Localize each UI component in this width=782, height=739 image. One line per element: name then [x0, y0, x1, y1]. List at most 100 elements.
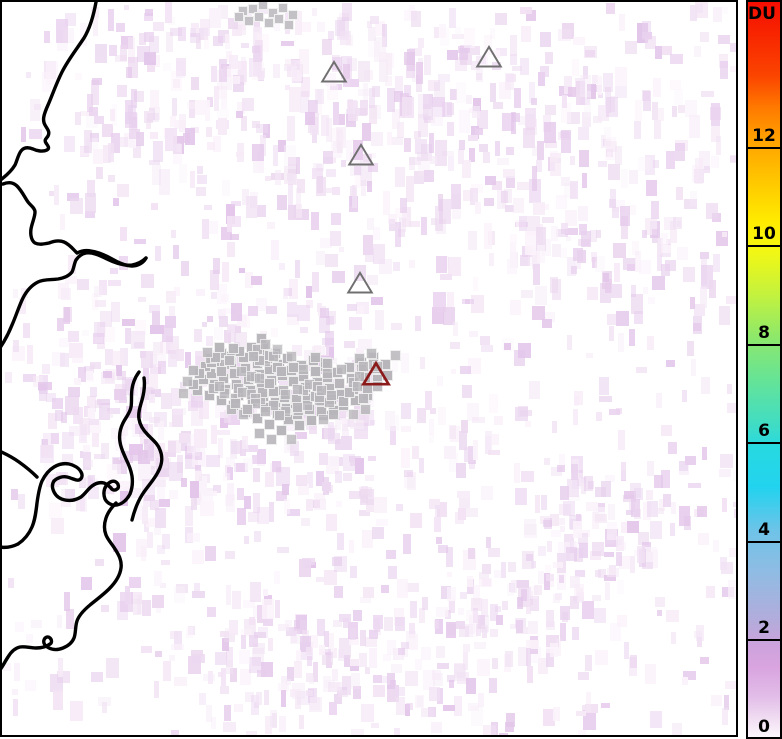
so2-noise-pixel — [341, 435, 353, 450]
so2-noise-pixel — [53, 690, 63, 711]
so2-noise-pixel — [111, 301, 120, 322]
so2-noise-pixel — [273, 63, 281, 78]
so2-noise-pixel — [409, 622, 416, 638]
so2-noise-pixel — [334, 20, 345, 37]
so2-noise-pixel — [362, 235, 373, 256]
so2-noise-pixel — [319, 316, 330, 334]
so2-plume-cell — [254, 373, 265, 384]
so2-noise-pixel — [162, 660, 171, 681]
so2-noise-pixel — [724, 681, 736, 690]
so2-noise-pixel — [656, 392, 663, 408]
so2-noise-pixel — [144, 424, 153, 437]
so2-noise-pixel — [463, 446, 474, 462]
coastline-path — [50, 479, 113, 503]
colorbar-tick-6 — [748, 442, 780, 444]
so2-noise-pixel — [65, 13, 77, 27]
so2-noise-pixel — [446, 292, 454, 307]
so2-noise-pixel — [368, 630, 378, 639]
so2-noise-pixel — [234, 325, 241, 333]
so2-noise-pixel — [289, 441, 299, 457]
volcano-marker-2[interactable] — [475, 43, 503, 71]
so2-noise-pixel — [487, 547, 500, 557]
so2-noise-pixel — [580, 74, 592, 97]
volcano-marker-1[interactable] — [320, 58, 348, 86]
so2-noise-pixel — [395, 75, 403, 93]
so2-noise-pixel — [449, 424, 457, 439]
so2-noise-pixel — [191, 493, 197, 510]
so2-noise-pixel — [187, 655, 201, 674]
so2-noise-pixel — [430, 218, 437, 226]
so2-noise-pixel — [286, 314, 299, 326]
so2-noise-pixel — [416, 61, 424, 84]
so2-noise-pixel — [208, 221, 219, 234]
so2-noise-pixel — [240, 42, 249, 48]
so2-noise-pixel — [225, 495, 234, 507]
so2-noise-pixel — [207, 670, 213, 684]
so2-noise-pixel — [34, 103, 41, 110]
so2-noise-pixel — [339, 113, 346, 125]
so2-noise-pixel — [232, 591, 242, 610]
volcano-marker-4[interactable] — [346, 269, 374, 297]
so2-noise-pixel — [140, 351, 153, 369]
so2-noise-pixel — [167, 350, 177, 368]
so2-noise-pixel — [105, 657, 119, 678]
so2-noise-pixel — [541, 239, 551, 257]
so2-noise-pixel — [266, 305, 277, 314]
so2-noise-pixel — [94, 454, 106, 460]
so2-noise-pixel — [323, 425, 337, 440]
so2-noise-pixel — [447, 256, 461, 276]
so2-noise-pixel — [211, 716, 217, 729]
so2-noise-pixel — [205, 100, 211, 122]
so2-noise-pixel — [454, 664, 467, 682]
so2-noise-pixel — [56, 18, 69, 43]
so2-noise-pixel — [358, 338, 372, 350]
so2-noise-pixel — [684, 198, 697, 209]
so2-noise-pixel — [294, 450, 305, 463]
so2-noise-pixel — [631, 241, 639, 256]
so2-noise-pixel — [159, 582, 166, 588]
so2-noise-pixel — [316, 471, 324, 487]
so2-noise-pixel — [230, 215, 242, 227]
so2-noise-pixel — [650, 520, 663, 539]
so2-noise-pixel — [383, 617, 393, 632]
so2-noise-pixel — [370, 105, 381, 120]
so2-noise-pixel — [124, 586, 130, 604]
so2-noise-pixel — [559, 486, 569, 501]
so2-noise-pixel — [223, 704, 231, 721]
so2-noise-pixel — [346, 303, 357, 311]
so2-plume-cell — [274, 14, 284, 24]
so2-noise-pixel — [231, 303, 243, 322]
so2-noise-pixel — [405, 703, 413, 711]
so2-noise-pixel — [581, 172, 587, 188]
so2-noise-pixel — [181, 260, 190, 276]
so2-noise-pixel — [31, 620, 43, 629]
so2-noise-pixel — [133, 239, 146, 245]
volcano-marker-3[interactable] — [347, 141, 375, 169]
so2-noise-pixel — [237, 487, 245, 500]
so2-noise-pixel — [556, 229, 568, 238]
so2-noise-pixel — [225, 647, 233, 668]
so2-noise-pixel — [533, 263, 541, 285]
so2-noise-pixel — [559, 575, 565, 584]
volcano-marker-active[interactable] — [361, 359, 391, 389]
so2-noise-pixel — [48, 191, 54, 196]
so2-noise-pixel — [599, 570, 606, 577]
so2-noise-pixel — [496, 189, 506, 209]
so2-noise-pixel — [146, 531, 153, 548]
so2-noise-pixel — [239, 649, 251, 664]
so2-noise-pixel — [102, 702, 108, 714]
so2-noise-pixel — [133, 599, 142, 616]
so2-noise-pixel — [466, 575, 473, 587]
so2-noise-pixel — [217, 437, 223, 458]
so2-noise-pixel — [118, 396, 127, 403]
so2-noise-pixel — [562, 500, 575, 516]
so2-noise-pixel — [95, 558, 105, 566]
so2-noise-pixel — [591, 252, 598, 263]
so2-noise-pixel — [186, 626, 194, 638]
so2-noise-pixel — [321, 38, 332, 55]
so2-noise-pixel — [443, 445, 456, 459]
colorbar[interactable]: DU 12 10 8 6 4 2 0 — [746, 0, 782, 739]
map-panel[interactable] — [0, 0, 738, 737]
so2-noise-pixel — [571, 476, 581, 489]
so2-noise-pixel — [432, 669, 442, 680]
